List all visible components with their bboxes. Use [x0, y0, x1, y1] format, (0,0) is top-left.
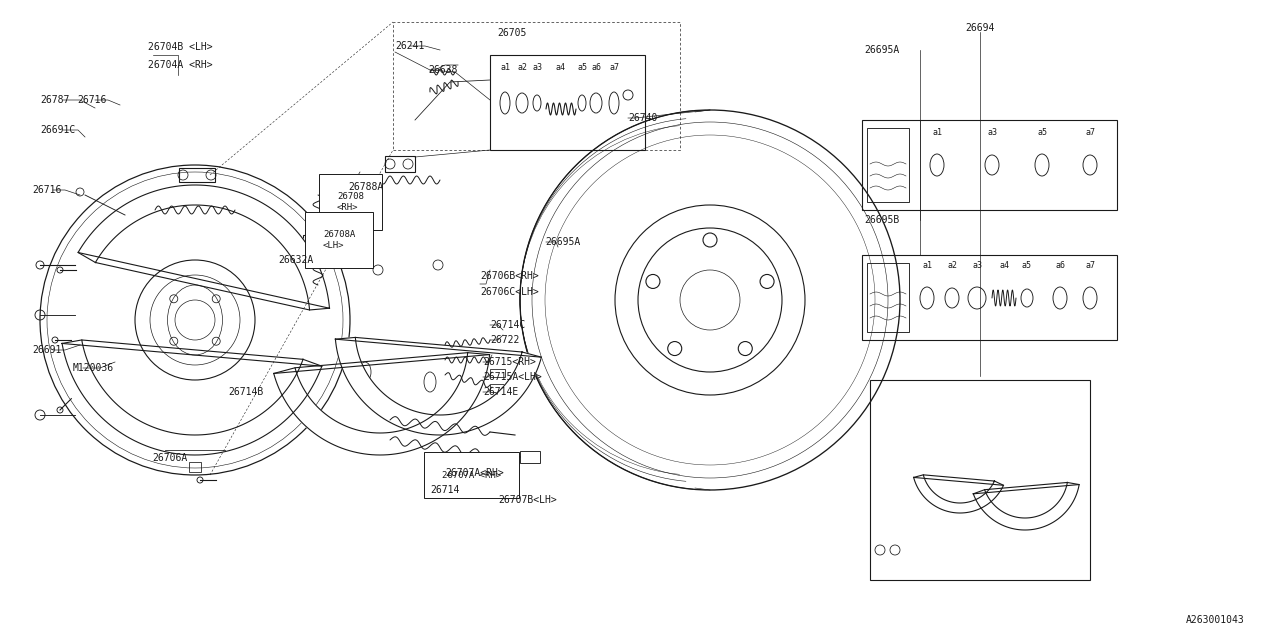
- Text: 26714: 26714: [430, 485, 460, 495]
- Polygon shape: [335, 337, 541, 435]
- Text: a6: a6: [591, 63, 602, 72]
- Bar: [179, 168, 215, 182]
- Text: a7: a7: [609, 63, 620, 72]
- Bar: [490, 384, 506, 392]
- Polygon shape: [274, 353, 489, 455]
- Text: 26707A <RH>: 26707A <RH>: [442, 470, 502, 479]
- Bar: [490, 369, 506, 377]
- Bar: [870, 380, 1091, 580]
- Text: 26714E: 26714E: [483, 387, 518, 397]
- Text: a1: a1: [932, 127, 942, 136]
- Polygon shape: [914, 475, 1004, 513]
- Text: 26788A: 26788A: [348, 182, 383, 192]
- Text: 26704B <LH>: 26704B <LH>: [148, 42, 212, 52]
- Polygon shape: [973, 483, 1079, 530]
- Text: a5: a5: [1021, 260, 1032, 269]
- Text: 26695A: 26695A: [864, 45, 900, 55]
- Text: a7: a7: [1085, 260, 1094, 269]
- Bar: [490, 55, 645, 150]
- Text: M120036: M120036: [73, 363, 114, 373]
- Text: 26715<RH>: 26715<RH>: [483, 357, 536, 367]
- Text: 26632A: 26632A: [278, 255, 314, 265]
- Text: a1: a1: [922, 260, 932, 269]
- Text: A263001043: A263001043: [1187, 615, 1245, 625]
- Text: 26715A<LH>: 26715A<LH>: [483, 372, 541, 382]
- Bar: [303, 235, 328, 265]
- Text: 26706C<LH>: 26706C<LH>: [480, 287, 539, 297]
- Polygon shape: [61, 340, 321, 455]
- Text: 26716: 26716: [32, 185, 61, 195]
- Text: 26704A <RH>: 26704A <RH>: [148, 60, 212, 70]
- Text: a2: a2: [517, 63, 527, 72]
- Text: 26714C: 26714C: [490, 320, 525, 330]
- Bar: [520, 451, 540, 463]
- Text: 26708A
<LH>: 26708A <LH>: [323, 230, 356, 250]
- Bar: [861, 120, 1117, 210]
- Text: a4: a4: [998, 260, 1009, 269]
- Text: 26722: 26722: [490, 335, 520, 345]
- Text: a3: a3: [987, 127, 997, 136]
- Text: a3: a3: [532, 63, 541, 72]
- Text: a1: a1: [500, 63, 509, 72]
- Text: a2: a2: [947, 260, 957, 269]
- Text: 26740: 26740: [628, 113, 658, 123]
- Bar: [867, 128, 909, 202]
- Text: 26694: 26694: [965, 23, 995, 33]
- Text: a6: a6: [1055, 260, 1065, 269]
- Text: 26695A: 26695A: [545, 237, 580, 247]
- Text: 26705: 26705: [497, 28, 526, 38]
- Polygon shape: [78, 185, 329, 310]
- Bar: [385, 156, 415, 172]
- Text: 26691C: 26691C: [40, 125, 76, 135]
- Text: 26714B: 26714B: [228, 387, 264, 397]
- Text: a5: a5: [577, 63, 588, 72]
- Text: a3: a3: [972, 260, 982, 269]
- Text: 26691: 26691: [32, 345, 61, 355]
- Text: a4: a4: [556, 63, 564, 72]
- Text: 26787: 26787: [40, 95, 69, 105]
- Bar: [861, 255, 1117, 340]
- Bar: [867, 263, 909, 332]
- Text: 26706B<RH>: 26706B<RH>: [480, 271, 539, 281]
- Text: 26706A: 26706A: [152, 453, 187, 463]
- Text: 26708
<RH>: 26708 <RH>: [337, 192, 364, 212]
- Text: 26241: 26241: [396, 41, 425, 51]
- Text: 26716: 26716: [77, 95, 106, 105]
- Text: 26695B: 26695B: [864, 215, 900, 225]
- Text: 26707B<LH>: 26707B<LH>: [498, 495, 557, 505]
- Bar: [189, 462, 201, 472]
- Text: 26638: 26638: [428, 65, 457, 75]
- Text: a5: a5: [1037, 127, 1047, 136]
- Text: 26707A<RH>: 26707A<RH>: [445, 468, 504, 478]
- Text: a7: a7: [1085, 127, 1094, 136]
